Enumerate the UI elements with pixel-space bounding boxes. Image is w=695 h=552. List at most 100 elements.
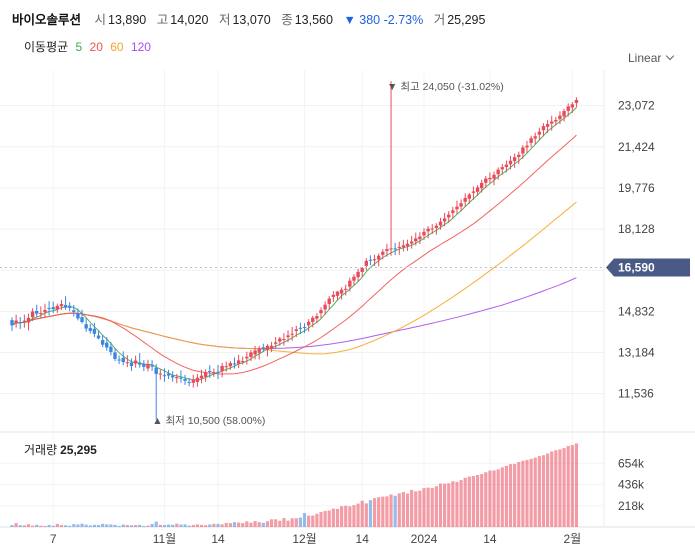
candle-body[interactable] (496, 169, 500, 175)
candle-body[interactable] (294, 329, 298, 331)
candle-body[interactable] (269, 345, 274, 349)
candle-body[interactable] (545, 123, 550, 127)
candle-body[interactable] (492, 174, 496, 179)
candle-body[interactable] (397, 246, 401, 248)
candle-body[interactable] (401, 245, 406, 248)
candle-body[interactable] (430, 228, 434, 230)
candle-body[interactable] (55, 305, 60, 310)
candle-body[interactable] (67, 305, 72, 308)
candle-body[interactable] (261, 347, 266, 349)
candle-body[interactable] (566, 106, 570, 111)
candle-body[interactable] (385, 249, 389, 252)
candle-body[interactable] (562, 111, 566, 117)
candle-body[interactable] (434, 225, 439, 228)
candle-body[interactable] (282, 338, 286, 340)
candle-body[interactable] (529, 138, 533, 143)
candle-body[interactable] (84, 324, 88, 329)
candle-body[interactable] (290, 333, 294, 335)
candle-body[interactable] (414, 238, 418, 242)
candle-body[interactable] (500, 167, 504, 170)
scale-selector[interactable]: Linear (628, 51, 675, 65)
candle-body[interactable] (138, 362, 142, 365)
candle-body[interactable] (574, 99, 579, 103)
candle-body[interactable] (381, 251, 385, 255)
candle-body[interactable] (521, 147, 525, 154)
candle-body[interactable] (368, 259, 373, 261)
candle-body[interactable] (302, 327, 307, 329)
candle-body[interactable] (517, 154, 521, 158)
candle-body[interactable] (195, 377, 200, 382)
candle-body[interactable] (105, 342, 109, 348)
candle-body[interactable] (479, 182, 484, 189)
candle-body[interactable] (315, 316, 319, 319)
candle-body[interactable] (352, 276, 356, 281)
candle-body[interactable] (570, 104, 575, 108)
candle-body[interactable] (533, 136, 537, 139)
candle-body[interactable] (146, 363, 150, 369)
candle-body[interactable] (158, 373, 163, 375)
candle-body[interactable] (475, 187, 480, 192)
candle-body[interactable] (109, 346, 113, 352)
candle-body[interactable] (35, 310, 39, 314)
candle-body[interactable] (150, 365, 154, 367)
candle-body[interactable] (133, 360, 138, 364)
candle-body[interactable] (187, 381, 191, 383)
candle-body[interactable] (18, 322, 22, 324)
candle-body[interactable] (393, 248, 397, 250)
candle-body[interactable] (39, 313, 43, 315)
candle-body[interactable] (344, 288, 348, 290)
candle-body[interactable] (389, 248, 393, 250)
candle-body[interactable] (335, 291, 340, 296)
candle-body[interactable] (199, 375, 204, 379)
candle-body[interactable] (348, 280, 352, 287)
candle-body[interactable] (170, 375, 175, 378)
candle-body[interactable] (30, 311, 35, 318)
candle-body[interactable] (319, 310, 323, 314)
candle-body[interactable] (558, 115, 562, 120)
candle-body[interactable] (166, 373, 171, 376)
candle-body[interactable] (459, 203, 463, 207)
candle-body[interactable] (372, 259, 377, 261)
candle-body[interactable] (63, 304, 68, 308)
candle-body[interactable] (113, 352, 117, 359)
candle-body[interactable] (203, 372, 208, 377)
candle-body[interactable] (76, 313, 80, 319)
candle-body[interactable] (508, 160, 513, 165)
candle-body[interactable] (253, 350, 257, 355)
candle-body[interactable] (298, 327, 303, 329)
candle-body[interactable] (488, 177, 492, 180)
candle-body[interactable] (504, 164, 509, 167)
candle-body[interactable] (92, 328, 97, 334)
candle-body[interactable] (80, 317, 84, 322)
candle-body[interactable] (426, 228, 430, 232)
candle-body[interactable] (455, 206, 459, 210)
candle-body[interactable] (129, 362, 134, 367)
candle-body[interactable] (265, 345, 270, 350)
candle-body[interactable] (537, 131, 542, 135)
candle-body[interactable] (100, 340, 105, 345)
candle-body[interactable] (550, 121, 554, 124)
candle-body[interactable] (179, 377, 183, 379)
candle-body[interactable] (220, 365, 224, 372)
candle-body[interactable] (525, 145, 529, 148)
candle-body[interactable] (442, 218, 447, 222)
candle-body[interactable] (257, 348, 261, 353)
candle-body[interactable] (96, 335, 101, 339)
candle-body[interactable] (59, 304, 64, 307)
candle-body[interactable] (409, 241, 414, 244)
candle-body[interactable] (51, 307, 55, 310)
candle-body[interactable] (484, 178, 488, 183)
candle-body[interactable] (121, 357, 125, 363)
candle-body[interactable] (175, 377, 179, 379)
candle-body[interactable] (72, 310, 76, 312)
candle-body[interactable] (191, 379, 195, 383)
candle-body[interactable] (236, 360, 241, 364)
candle-body[interactable] (331, 294, 336, 297)
candle-body[interactable] (47, 308, 51, 310)
candle-body[interactable] (422, 231, 426, 236)
candle-body[interactable] (208, 370, 212, 372)
candle-body[interactable] (339, 289, 344, 294)
candle-body[interactable] (463, 198, 467, 202)
candle-body[interactable] (438, 221, 443, 226)
